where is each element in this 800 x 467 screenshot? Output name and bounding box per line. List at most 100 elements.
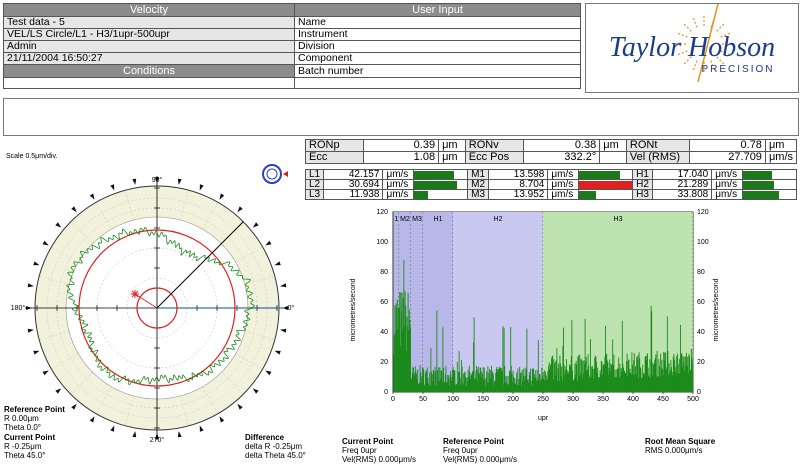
- band-label-h1: H1: [434, 216, 443, 223]
- spectrum-bar: [501, 370, 503, 392]
- stat-label: RONv: [464, 139, 524, 152]
- spectrum-bar: [672, 375, 674, 392]
- spectrum-bar: [561, 366, 563, 392]
- x-tick-label: 100: [447, 396, 459, 403]
- spectrum-bar: [686, 366, 688, 392]
- spectrum-bar: [503, 384, 504, 392]
- roundness-view-icon[interactable]: [258, 160, 290, 188]
- spectrum-bar: [582, 360, 584, 392]
- spectrum-bar: [416, 379, 418, 392]
- spectrum-bar: [441, 370, 443, 392]
- logo-box: Taylor Hobson PRECISION: [585, 3, 799, 93]
- band-label: H2: [632, 179, 653, 190]
- spectrum-bar: [616, 369, 618, 392]
- band-value: 17.040: [651, 169, 713, 180]
- spectrum-bar: [477, 369, 479, 392]
- spectrum-bar: [526, 328, 528, 392]
- spectrum-bar: [460, 384, 462, 392]
- spectrum-bar: [402, 329, 404, 392]
- y-tick-label-right: 40: [697, 329, 705, 336]
- spectrum-bar: [605, 325, 606, 392]
- spectrum-bar: [413, 372, 415, 392]
- spectrum-bar: [509, 370, 510, 392]
- spectrum-bar: [689, 370, 691, 392]
- spectrum-bar: [462, 383, 464, 392]
- spectrum-bar: [663, 352, 665, 392]
- spectrum-bar: [590, 377, 592, 392]
- instrument-label[interactable]: Instrument: [294, 28, 581, 41]
- x-tick-label: 50: [419, 396, 427, 403]
- band-unit: μm/s: [711, 169, 743, 180]
- spectrum-bar: [500, 370, 502, 392]
- spectrum-reference-point: Reference Point Freq 0upr Vel(RMS) 0.000…: [443, 437, 517, 464]
- band-bar: [743, 170, 773, 179]
- spectrum-bar: [556, 348, 558, 392]
- spectrum-bar: [467, 369, 469, 392]
- polar-difference: Difference delta R -0.25μm delta Theta 4…: [245, 433, 306, 460]
- spectrum-bar: [457, 383, 459, 392]
- spectrum-bar: [650, 377, 651, 392]
- spectrum-bar: [683, 356, 685, 392]
- spectrum-bar: [404, 291, 406, 392]
- spectrum-bar: [472, 370, 474, 392]
- band-row: L1 42.157 μm/s M1 13.598 μm/s H1 17.040 …: [304, 169, 798, 180]
- notes-box[interactable]: [3, 98, 799, 136]
- spectrum-bar: [475, 371, 477, 392]
- spectrum-bar: [418, 384, 420, 392]
- spectrum-bar: [395, 303, 397, 392]
- spectrum-bar: [593, 368, 595, 392]
- spectrum-bar: [688, 353, 690, 392]
- spectrum-bar: [669, 373, 671, 392]
- spectrum-bar: [647, 367, 649, 392]
- spectrum-bar: [663, 351, 665, 392]
- bands-table: L1 42.157 μm/s M1 13.598 μm/s H1 17.040 …: [304, 169, 798, 200]
- spectrum-bar: [680, 324, 681, 392]
- angle-90-label: 90°: [152, 176, 163, 184]
- y-tick-label-right: 120: [697, 209, 709, 216]
- spectrum-bar: [642, 373, 644, 392]
- spectrum-bar: [614, 377, 615, 392]
- spectrum-bar: [681, 352, 683, 392]
- spectrum-bar: [535, 377, 537, 392]
- spectrum-bar: [652, 375, 654, 392]
- batch-number-label[interactable]: Batch number: [294, 64, 581, 78]
- spectrum-bar: [642, 364, 644, 392]
- band-unit: μm/s: [547, 169, 580, 180]
- spectrum-bar: [554, 362, 555, 392]
- spectrum-bar: [399, 346, 401, 392]
- spectrum-bar: [490, 379, 492, 392]
- spectrum-bar: [596, 372, 598, 392]
- x-tick-label: 300: [567, 396, 579, 403]
- spectrum-bar: [600, 373, 602, 392]
- spectrum-bar: [451, 376, 453, 392]
- spectrum-bar: [414, 375, 416, 392]
- spectrum-bar: [541, 367, 543, 392]
- spectrum-bar: [440, 378, 441, 392]
- spectrum-bar: [480, 367, 482, 392]
- component-label[interactable]: Component: [294, 52, 581, 65]
- spectrum-bar: [638, 378, 639, 392]
- logo-subtitle: PRECISION: [701, 64, 774, 75]
- batch-number-value[interactable]: [294, 77, 581, 89]
- spectrum-bar: [678, 364, 680, 392]
- spectrum-bar: [548, 366, 549, 392]
- spectrum-bar: [458, 351, 460, 392]
- y-tick-label: 100: [376, 239, 388, 246]
- spectrum-bar: [425, 370, 427, 392]
- spectrum-bar: [499, 368, 501, 392]
- scale-text: Scale 0.5μm/div.: [6, 153, 58, 160]
- y-tick-label: 20: [380, 359, 388, 366]
- stat-label: RONp: [305, 139, 364, 152]
- spectrum-bar: [675, 366, 677, 392]
- polar-plot[interactable]: 90° 180° 0° 270°: [0, 170, 300, 445]
- division-label[interactable]: Division: [294, 40, 581, 53]
- stat-unit: [599, 151, 627, 164]
- name-label[interactable]: Name: [294, 16, 581, 29]
- spectrum-bar: [420, 376, 422, 392]
- spectrum-bar: [577, 356, 579, 392]
- spectrum-bar: [557, 368, 559, 392]
- spectrum-bar: [437, 380, 439, 392]
- spectrum-bar: [594, 355, 596, 392]
- spectrum-bar: [412, 366, 414, 392]
